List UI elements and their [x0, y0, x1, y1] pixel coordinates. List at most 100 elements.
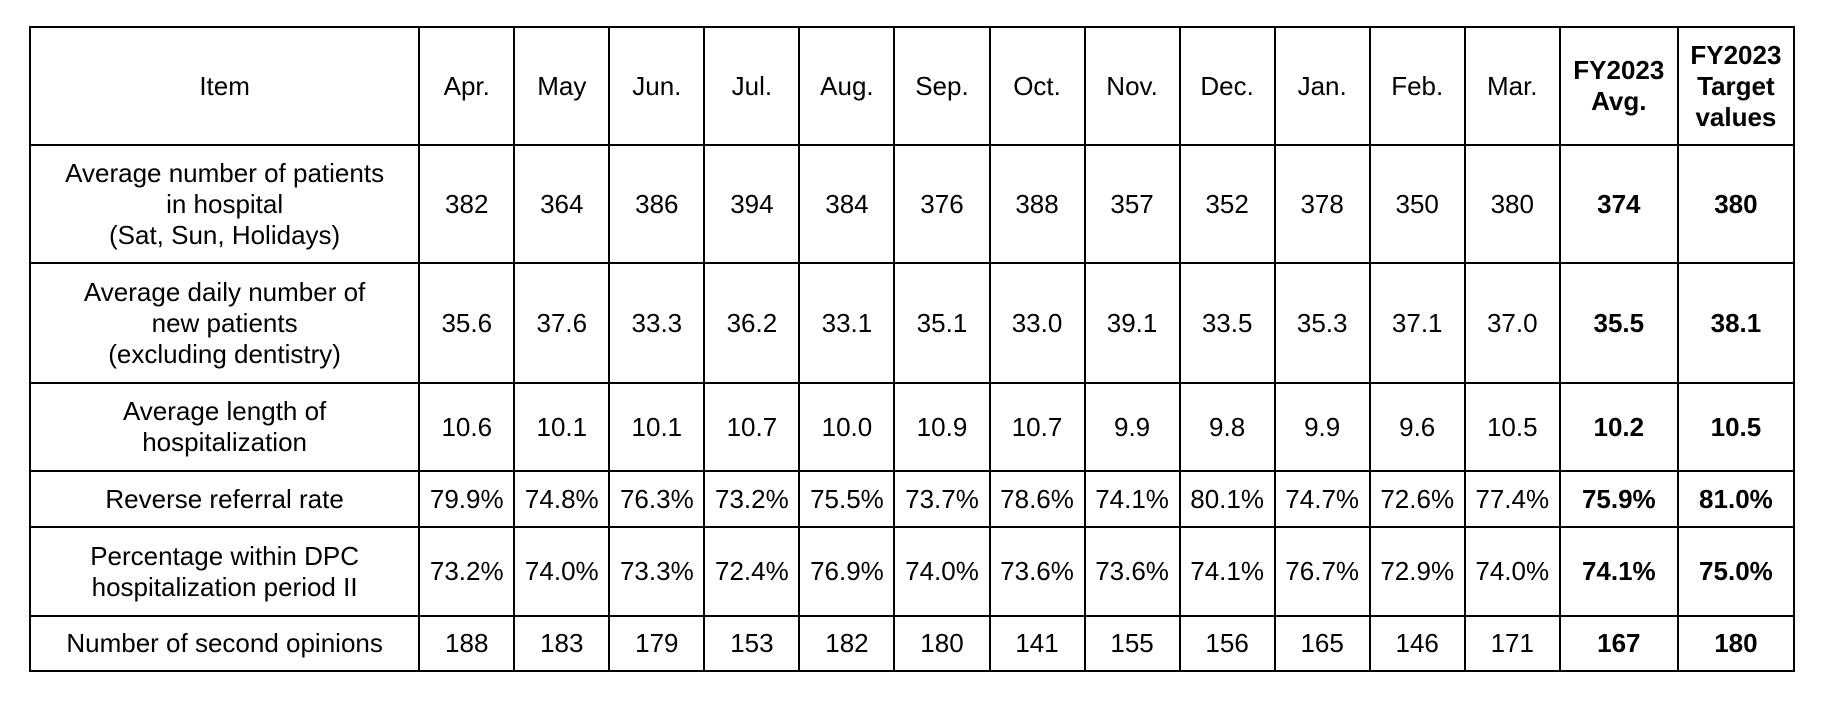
table-cell: 76.7%: [1273, 526, 1371, 617]
table-cell: 73.3%: [608, 526, 706, 617]
table-cell: 188: [418, 615, 516, 672]
row-label-text: Reverse referral rate: [105, 483, 344, 514]
table-cell: 73.6%: [1083, 526, 1181, 617]
target-cell: 380: [1676, 144, 1796, 264]
table-cell: 36.2: [703, 262, 801, 384]
average-cell: 75.9%: [1558, 470, 1679, 528]
table-cell: 74.8%: [513, 470, 611, 528]
table-cell: 74.1%: [1178, 526, 1276, 617]
average-cell: 35.5: [1558, 262, 1679, 384]
table-cell: 179: [608, 615, 706, 672]
header-month-apr: Apr.: [418, 26, 516, 146]
table-cell: 37.1: [1368, 262, 1466, 384]
header-fy-average-label: FY2023 Avg.: [1573, 55, 1665, 116]
header-fy-target: FY2023 Target values: [1676, 26, 1796, 146]
table-cell: 180: [893, 615, 991, 672]
table-cell: 80.1%: [1178, 470, 1276, 528]
target-cell: 75.0%: [1676, 526, 1796, 617]
table-row: Average daily number of new patients (ex…: [28, 262, 1796, 384]
table-cell: 382: [418, 144, 516, 264]
target-cell: 38.1: [1676, 262, 1796, 384]
table-cell: 388: [988, 144, 1086, 264]
header-month-dec: Dec.: [1178, 26, 1276, 146]
table-cell: 171: [1463, 615, 1561, 672]
header-month-aug: Aug.: [798, 26, 896, 146]
table-cell: 10.0: [798, 382, 896, 472]
hospital-statistics-table: Item Apr. May Jun. Jul. Aug. Sep. Oct. N…: [28, 26, 1796, 672]
header-month-feb: Feb.: [1368, 26, 1466, 146]
row-label: Average number of patients in hospital (…: [28, 144, 421, 264]
table-cell: 78.6%: [988, 470, 1086, 528]
row-label: Number of second opinions: [28, 615, 421, 672]
table-cell: 72.9%: [1368, 526, 1466, 617]
table-cell: 10.5: [1463, 382, 1561, 472]
table-cell: 76.3%: [608, 470, 706, 528]
table-cell: 165: [1273, 615, 1371, 672]
row-label-text: Average daily number of new patients (ex…: [83, 276, 366, 369]
row-label: Reverse referral rate: [28, 470, 421, 528]
table-cell: 9.6: [1368, 382, 1466, 472]
table-cell: 74.1%: [1083, 470, 1181, 528]
table-cell: 10.1: [608, 382, 706, 472]
table-cell: 35.1: [893, 262, 991, 384]
table-row: Average number of patients in hospital (…: [28, 144, 1796, 264]
table-cell: 141: [988, 615, 1086, 672]
table-cell: 10.1: [513, 382, 611, 472]
table-cell: 9.9: [1083, 382, 1181, 472]
table-cell: 35.3: [1273, 262, 1371, 384]
table-cell: 33.1: [798, 262, 896, 384]
table-cell: 76.9%: [798, 526, 896, 617]
table-cell: 10.7: [703, 382, 801, 472]
table-cell: 37.6: [513, 262, 611, 384]
table-row: Reverse referral rate 79.9% 74.8% 76.3% …: [28, 470, 1796, 528]
table-cell: 10.7: [988, 382, 1086, 472]
table-cell: 79.9%: [418, 470, 516, 528]
table-cell: 74.7%: [1273, 470, 1371, 528]
header-fy-average: FY2023 Avg.: [1558, 26, 1679, 146]
average-cell: 374: [1558, 144, 1679, 264]
table-cell: 9.9: [1273, 382, 1371, 472]
header-month-mar: Mar.: [1463, 26, 1561, 146]
table-row: Number of second opinions 188 183 179 15…: [28, 615, 1796, 672]
table-cell: 73.2%: [418, 526, 516, 617]
header-month-jun: Jun.: [608, 26, 706, 146]
table-cell: 74.0%: [893, 526, 991, 617]
target-cell: 81.0%: [1676, 470, 1796, 528]
average-cell: 10.2: [1558, 382, 1679, 472]
table-cell: 384: [798, 144, 896, 264]
table-cell: 75.5%: [798, 470, 896, 528]
table-cell: 350: [1368, 144, 1466, 264]
table-header-row: Item Apr. May Jun. Jul. Aug. Sep. Oct. N…: [28, 26, 1796, 146]
average-cell: 167: [1558, 615, 1679, 672]
table-cell: 39.1: [1083, 262, 1181, 384]
table-cell: 77.4%: [1463, 470, 1561, 528]
table-cell: 74.0%: [513, 526, 611, 617]
table-cell: 182: [798, 615, 896, 672]
table-cell: 33.3: [608, 262, 706, 384]
target-cell: 10.5: [1676, 382, 1796, 472]
table-cell: 155: [1083, 615, 1181, 672]
table-cell: 394: [703, 144, 801, 264]
table-cell: 35.6: [418, 262, 516, 384]
row-label: Percentage within DPC hospitalization pe…: [28, 526, 421, 617]
row-label-text: Average number of patients in hospital (…: [65, 157, 385, 250]
table-cell: 380: [1463, 144, 1561, 264]
header-month-oct: Oct.: [988, 26, 1086, 146]
table-cell: 10.9: [893, 382, 991, 472]
table-cell: 10.6: [418, 382, 516, 472]
average-cell: 74.1%: [1558, 526, 1679, 617]
header-month-nov: Nov.: [1083, 26, 1181, 146]
table-cell: 72.6%: [1368, 470, 1466, 528]
table-cell: 357: [1083, 144, 1181, 264]
row-label: Average length of hospitalization: [28, 382, 421, 472]
table-cell: 33.0: [988, 262, 1086, 384]
header-fy-target-label: FY2023 Target values: [1690, 39, 1782, 132]
table-cell: 9.8: [1178, 382, 1276, 472]
table-cell: 37.0: [1463, 262, 1561, 384]
table-cell: 72.4%: [703, 526, 801, 617]
header-month-may: May: [513, 26, 611, 146]
table-row: Average length of hospitalization 10.6 1…: [28, 382, 1796, 472]
table-cell: 352: [1178, 144, 1276, 264]
header-item: Item: [28, 26, 421, 146]
table-cell: 156: [1178, 615, 1276, 672]
